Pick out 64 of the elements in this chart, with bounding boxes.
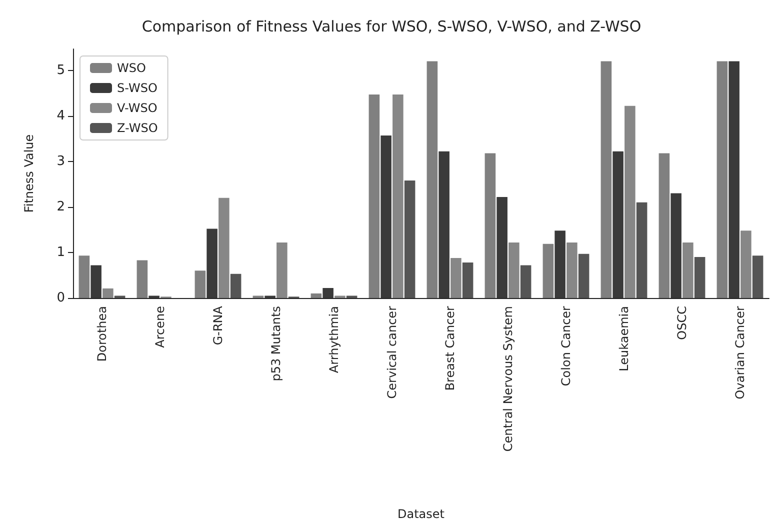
y-axis-title: Fitness Value [22, 134, 36, 213]
y-tick-label: 3 [56, 154, 65, 169]
bar [508, 242, 520, 298]
x-tick-label: Dorothea [95, 306, 109, 362]
bar [102, 288, 114, 298]
bar [230, 274, 242, 298]
bar [554, 230, 566, 298]
x-tick-label: OSCC [675, 306, 689, 340]
x-tick-label: G-RNA [211, 305, 225, 346]
bar [484, 153, 496, 298]
legend-label: Z-WSO [117, 121, 158, 135]
x-tick-label: Cervical cancer [385, 306, 399, 399]
bar [566, 242, 578, 298]
bar [682, 242, 694, 298]
bar [752, 256, 764, 298]
x-tick-label: Central Nervous System [501, 306, 515, 452]
bar [636, 202, 648, 298]
x-tick-label: Ovarian Cancer [733, 306, 747, 400]
bar [658, 153, 670, 298]
bar [438, 151, 450, 298]
bar [426, 61, 438, 298]
bar [136, 260, 148, 298]
bar [612, 151, 624, 298]
bar [578, 254, 590, 298]
bar [600, 61, 612, 298]
x-tick-label: Arcene [153, 306, 167, 348]
bar [392, 94, 404, 298]
bar [624, 106, 636, 298]
x-tick-label: Colon Cancer [559, 306, 573, 386]
chart-title: Comparison of Fitness Values for WSO, S-WSO, V-WSO, and Z-WSO [142, 18, 642, 36]
bar [462, 262, 474, 298]
bar [496, 196, 508, 298]
bar [450, 258, 462, 298]
bar [310, 293, 322, 298]
x-tick-label: Arrhythmia [327, 306, 341, 374]
bar [728, 61, 740, 298]
y-tick-label: 1 [56, 244, 65, 260]
bar [194, 270, 206, 298]
bar [276, 242, 288, 298]
bar [716, 61, 728, 298]
bar [206, 228, 218, 298]
y-tick-label: 2 [56, 199, 65, 214]
bar [520, 265, 532, 298]
bar [218, 198, 230, 298]
bar [694, 257, 706, 298]
y-tick-label: 4 [56, 108, 65, 124]
bar [368, 94, 380, 298]
x-tick-label: Leukaemia [617, 306, 631, 372]
bar [90, 265, 102, 298]
x-axis-title: Dataset [398, 507, 445, 521]
y-tick-label: 0 [56, 290, 65, 306]
x-tick-label: Breast Cancer [443, 306, 457, 391]
bar [542, 244, 554, 298]
legend-label: S-WSO [117, 81, 158, 95]
y-tick-label: 5 [56, 62, 65, 78]
bar [380, 135, 392, 298]
bar [322, 288, 334, 298]
legend-label: WSO [117, 61, 146, 75]
bar [740, 230, 752, 298]
x-tick-label: p53 Mutants [269, 306, 283, 382]
bar [670, 193, 682, 298]
legend-label: V-WSO [117, 101, 158, 115]
bar [78, 256, 90, 298]
bar [404, 180, 416, 298]
